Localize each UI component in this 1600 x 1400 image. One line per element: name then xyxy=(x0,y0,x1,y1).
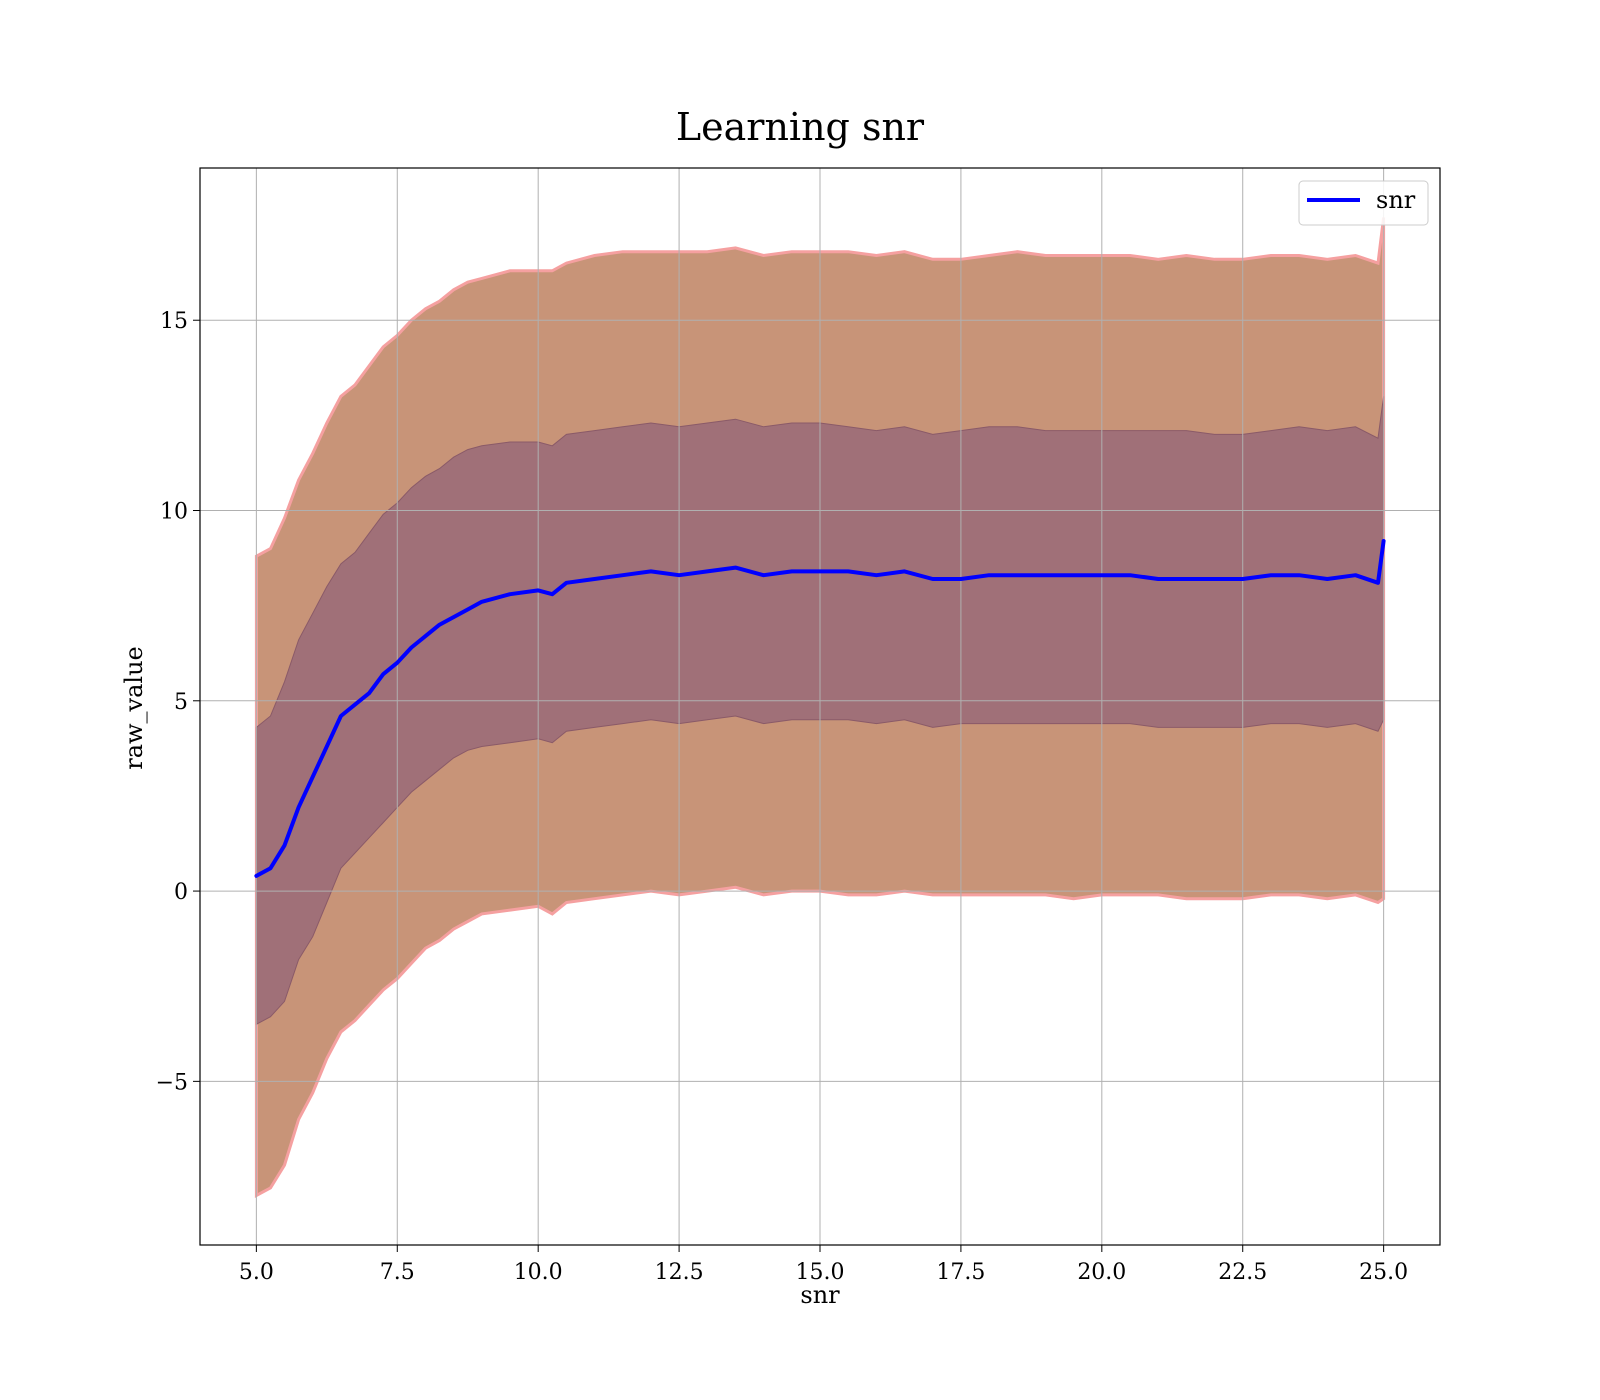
x-tick-label: 25.0 xyxy=(1359,1260,1408,1285)
x-tick-label: 7.5 xyxy=(380,1260,415,1285)
x-tick-label: 5.0 xyxy=(239,1260,274,1285)
x-axis-label: snr xyxy=(800,1281,840,1309)
y-tick-label: 15 xyxy=(160,309,188,334)
y-tick-label: 10 xyxy=(160,500,188,525)
x-axis-ticks: 5.0 7.5 10.0 12.5 15.0 17.5 20.0 22.5 25.0 xyxy=(239,1245,1408,1285)
chart-title: Learning snr xyxy=(676,105,925,149)
series-line-snr xyxy=(254,539,1386,878)
y-axis-ticks: −5 0 5 10 15 xyxy=(156,309,200,1095)
x-tick-label: 17.5 xyxy=(936,1260,985,1285)
y-axis-label: raw_value xyxy=(120,646,148,770)
x-tick-label: 12.5 xyxy=(655,1260,704,1285)
x-tick-label: 22.5 xyxy=(1218,1260,1267,1285)
y-tick-label: 5 xyxy=(174,690,188,715)
x-tick-label: 10.0 xyxy=(514,1260,563,1285)
x-tick-label: 15.0 xyxy=(796,1260,845,1285)
plot-area xyxy=(199,167,1441,1246)
x-tick-label: 20.0 xyxy=(1077,1260,1126,1285)
legend-label-snr: snr xyxy=(1376,186,1416,214)
y-tick-label: −5 xyxy=(156,1070,188,1095)
legend: snr xyxy=(1298,180,1429,226)
grid-lines xyxy=(200,168,1440,1245)
series-lines xyxy=(254,539,1386,878)
legend-box xyxy=(1298,180,1429,226)
y-tick-label: 0 xyxy=(174,880,188,905)
